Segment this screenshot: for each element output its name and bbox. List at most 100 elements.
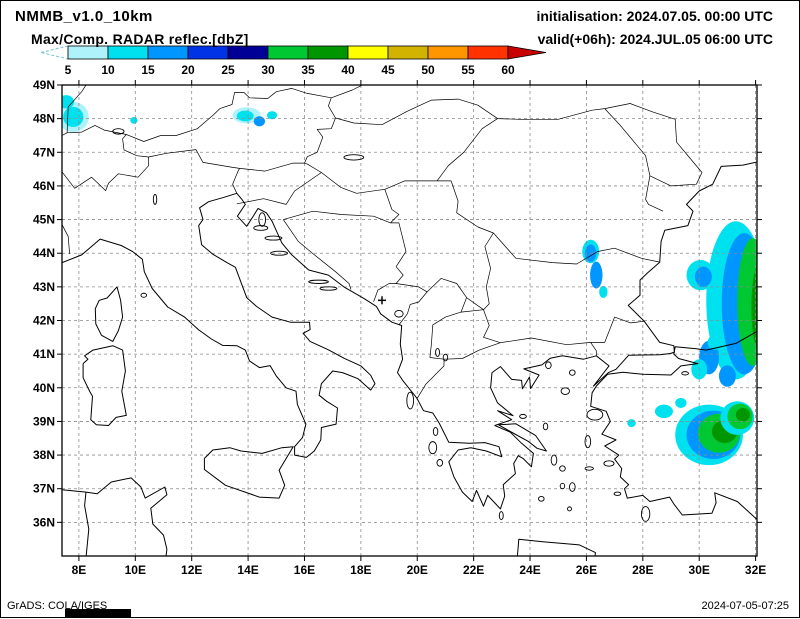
valid-time-label: valid(+06h): 2024.JUL.05 06:00 UTC — [537, 31, 773, 47]
country-border-path — [497, 108, 605, 121]
country-border-path — [398, 291, 428, 326]
colorbar-segment — [227, 45, 269, 60]
country-border-path — [417, 357, 445, 399]
latitude-axis-label: 43N — [33, 280, 55, 294]
field-title: Max/Comp. RADAR reflec.[dbZ] — [31, 31, 249, 47]
radar-echo-cell — [62, 95, 75, 109]
country-border-path — [384, 189, 400, 224]
longitude-axis-label: 32E — [745, 563, 766, 577]
latitude-axis-label: 37N — [33, 482, 55, 496]
radar-echo-cell — [236, 110, 254, 122]
island-outline — [264, 235, 283, 241]
longitude-axis-label: 20E — [407, 563, 428, 577]
country-border-path — [331, 85, 364, 99]
colorbar-tick-label: 60 — [501, 63, 515, 77]
latitude-axis-label: 46N — [33, 179, 55, 193]
country-border-path — [126, 88, 336, 172]
colorbar-segment — [67, 45, 109, 60]
coastline-path — [498, 423, 547, 452]
latitude-axis-label: 45N — [33, 213, 55, 227]
colorbar-segment — [387, 45, 429, 60]
colorbar-segment — [147, 45, 189, 60]
country-border-path — [335, 98, 498, 126]
island-outline — [567, 506, 572, 512]
longitude-axis-label: 12E — [181, 563, 202, 577]
radar-echo-cell — [751, 265, 757, 349]
country-border-path — [283, 219, 352, 290]
colorbar-over-arrow — [507, 45, 547, 60]
coastline-path — [590, 330, 757, 521]
country-border-path — [483, 232, 494, 310]
country-border-path — [283, 210, 391, 224]
radar-echo-cell — [675, 397, 687, 408]
country-border-path — [304, 162, 437, 194]
colorbar-tick-label: 10 — [101, 63, 115, 77]
radar-echo-cell — [694, 266, 712, 287]
longitude-axis-label: 22E — [463, 563, 484, 577]
longitude-axis-label: 8E — [72, 563, 87, 577]
latitude-axis-label: 36N — [33, 515, 55, 529]
country-border-path — [604, 108, 664, 212]
island-outline — [586, 408, 604, 421]
model-title: NMMB_v1.0_10km — [15, 8, 153, 25]
radar-echo-cell — [253, 116, 266, 127]
radar-echo-cell — [599, 285, 608, 298]
country-border-path — [493, 232, 660, 265]
colorbar-segment — [347, 45, 389, 60]
bottom-black-bar — [65, 609, 131, 617]
radar-echo-cell — [130, 116, 138, 124]
island-outline — [140, 292, 148, 298]
island-outline — [559, 482, 566, 490]
latitude-axis-label: 48N — [33, 112, 55, 126]
coastline-path — [236, 161, 757, 510]
country-border-path — [500, 337, 591, 346]
coastline-path — [62, 477, 168, 556]
island-outline — [319, 286, 338, 291]
country-border-path — [437, 180, 494, 234]
map-layers — [62, 85, 757, 556]
longitude-axis-label: 14E — [237, 563, 258, 577]
island-outline — [569, 369, 576, 376]
latitude-axis-label: 42N — [33, 314, 55, 328]
island-outline — [498, 511, 504, 521]
island-outline — [432, 427, 439, 437]
colorbar-tick-label: 30 — [261, 63, 275, 77]
longitude-axis-label: 30E — [689, 563, 710, 577]
latitude-axis-label: 47N — [33, 145, 55, 159]
island-outline — [681, 371, 689, 376]
radar-echo-cell — [718, 365, 736, 387]
colorbar-tick-label: 35 — [301, 63, 315, 77]
country-border-path — [590, 342, 597, 356]
radar-echo-cell — [590, 261, 603, 289]
coastline-path — [84, 492, 90, 556]
colorbar-tick-label: 5 — [65, 63, 72, 77]
island-outline — [406, 391, 415, 410]
longitude-axis-label: 26E — [576, 563, 597, 577]
colorbar-tick-label: 50 — [421, 63, 435, 77]
colorbar-tick-label: 55 — [461, 63, 475, 77]
country-border-path — [390, 222, 484, 310]
coastline-path — [62, 192, 376, 458]
longitude-axis-label: 16E — [294, 563, 315, 577]
colorbar-segment — [307, 45, 349, 60]
coastline-path — [516, 538, 596, 556]
island-outline — [545, 361, 552, 370]
colorbar-under-arrow — [40, 45, 69, 60]
country-border-path — [460, 309, 484, 313]
island-outline — [436, 458, 444, 467]
country-border-path — [66, 85, 87, 133]
island-outline — [613, 491, 622, 496]
island-outline — [538, 496, 545, 502]
island-outline — [569, 482, 576, 492]
radar-echo-cell — [735, 407, 750, 422]
island-outline — [640, 506, 651, 522]
country-border-path — [604, 103, 703, 187]
island-outline — [394, 309, 404, 318]
colorbar-segment — [467, 45, 509, 60]
island-outline — [603, 460, 615, 467]
island-outline — [308, 279, 329, 284]
longitude-axis-label: 24E — [519, 563, 540, 577]
coastline-path — [94, 286, 124, 342]
colorbar-segment — [427, 45, 469, 60]
island-outline — [584, 435, 592, 449]
